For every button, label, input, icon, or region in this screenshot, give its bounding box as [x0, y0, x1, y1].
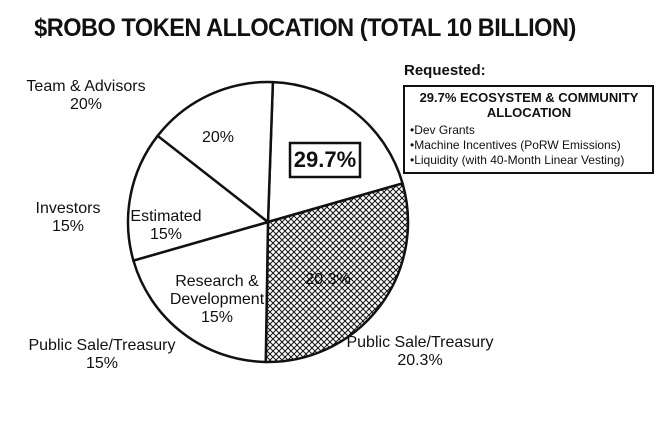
slice-5-outer-label-line-2: 15%: [51, 218, 85, 235]
requested-heading: Requested:: [404, 62, 486, 79]
slice-1-outer-label-line-2: 20%: [69, 96, 103, 113]
callout-title-line-2: ALLOCATION: [486, 105, 572, 120]
chart-title: $ROBO TOKEN ALLOCATION (TOTAL 10 BILLION…: [34, 14, 576, 42]
slice-4-inner-label-development: Development: [170, 291, 265, 308]
slice-5-outer-label-line-1: Investors: [35, 200, 101, 217]
slice-4-outer-label-line-2: 15%: [85, 355, 119, 372]
slice-5-inner-label-estimated: Estimated: [130, 208, 201, 225]
callout-list: Dev Grants Machine Incentives (PoRW Emis…: [410, 123, 648, 168]
allocation-callout: 29.7% ECOSYSTEM & COMMUNITY ALLOCATION D…: [403, 85, 654, 174]
boxed-value-frame: [288, 141, 362, 179]
slice-4-outer-label-line-1: Public Sale/Treasury: [28, 337, 176, 354]
callout-item-dev-grants: Dev Grants: [410, 123, 648, 138]
pie-slice-2: [264, 182, 410, 364]
callout-title: 29.7% ECOSYSTEM & COMMUNITY ALLOCATION: [410, 90, 648, 120]
callout-item-machine-incentives: Machine Incentives (PoRW Emissions): [410, 138, 648, 153]
slice-2-inner-label-29-7: 29.7%: [294, 147, 356, 172]
callout-item-liquidity: Liquidity (with 40-Month Linear Vesting): [410, 153, 648, 168]
slice-3-outer-label-line-2: 20.3%: [397, 352, 443, 369]
slice-1-inner-label-20: 20%: [202, 129, 234, 146]
slice-4-inner-label-15: 15%: [201, 309, 233, 326]
slice-3-inner-label-20-3: 20.3%: [305, 271, 350, 288]
slice-4-outer-label: Public Sale/Treasury 15%: [2, 337, 202, 373]
callout-title-line-1: 29.7% ECOSYSTEM & COMMUNITY: [419, 90, 639, 105]
slice-1-outer-label-line-1: Team & Advisors: [26, 78, 146, 95]
slice-5-outer-label: Investors 15%: [13, 200, 123, 236]
pie-slice-4: [126, 134, 270, 262]
slice-3-outer-label: Public Sale/Treasury 20.3%: [320, 334, 520, 370]
pie-slice-5: [156, 80, 275, 224]
slice-4-inner-label-research: Research &: [175, 273, 259, 290]
slice-5-inner-label-15: 15%: [150, 226, 182, 243]
pie-slice-3: [132, 220, 270, 364]
slice-1-outer-label: Team & Advisors 20%: [1, 78, 171, 114]
slice-3-outer-label-line-1: Public Sale/Treasury: [346, 334, 494, 351]
